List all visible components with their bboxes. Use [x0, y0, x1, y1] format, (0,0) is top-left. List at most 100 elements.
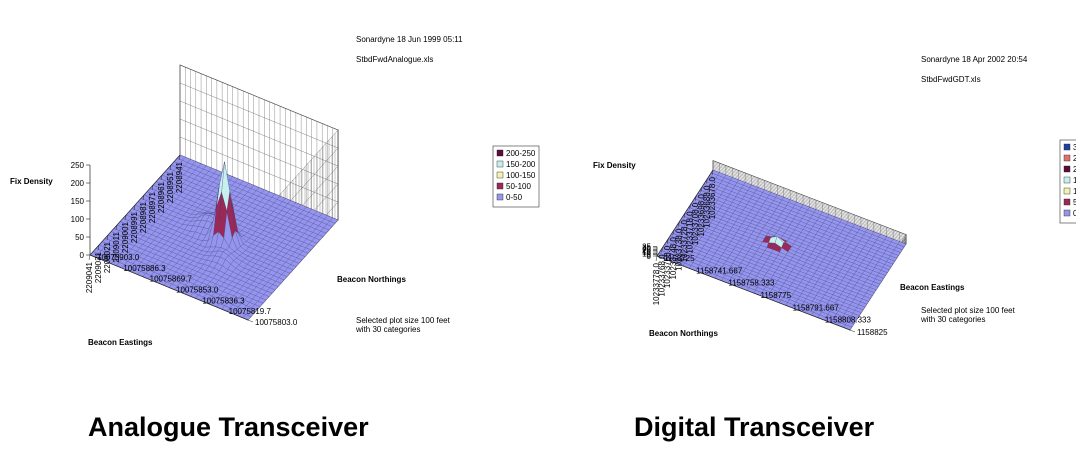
tick-mark — [142, 194, 145, 201]
legend-swatch — [496, 193, 504, 201]
left-edge-ticks: 10233778.010233768.010233758.010233748.0… — [652, 169, 717, 305]
tick-mark — [689, 204, 691, 210]
digital-caption: Digital Transceiver — [634, 412, 875, 442]
tick-mark — [124, 214, 127, 221]
z-tick-label: 35 — [642, 243, 651, 252]
edge-tick-label: 2208951 — [166, 171, 175, 203]
legend-label: 25 — [1073, 154, 1076, 163]
chart-legend: 30 25 20 15 10 5-1 0-5 — [1059, 139, 1076, 224]
edge-tick-label: 1158825 — [857, 328, 888, 337]
z-tick-label: 30 — [642, 244, 651, 253]
edge-tick-label: 1158775 — [761, 291, 792, 300]
left-axis-title: Beacon Northings — [649, 329, 718, 338]
surface-mesh — [656, 169, 907, 331]
edge-tick-label: 2208971 — [148, 191, 157, 223]
legend-label: 100-150 — [506, 171, 536, 180]
left-axis-title: Beacon Eastings — [88, 338, 153, 347]
tick-mark — [133, 204, 136, 211]
edge-tick-label: 10233738.0 — [674, 228, 683, 271]
edge-tick-label: 2209021 — [103, 241, 112, 273]
legend-label: 200-250 — [506, 149, 536, 158]
surface-mesh — [89, 154, 339, 321]
edge-tick-label: 2209041 — [85, 261, 94, 293]
legend-label: 30 — [1073, 143, 1076, 152]
tick-mark — [700, 187, 703, 193]
left-edge-ticks: 2209041 2209031 2209021 2209011 2209001 22089… — [85, 154, 184, 293]
legend-swatch — [496, 149, 504, 157]
edge-tick-label: 2209031 — [94, 251, 103, 283]
tick-mark — [247, 319, 254, 323]
tick-mark — [169, 164, 172, 171]
tick-mark — [142, 276, 148, 279]
legend-swatch — [1063, 154, 1071, 162]
legend-label: 15 — [1073, 176, 1076, 185]
edge-tick-label: 2208961 — [157, 181, 166, 213]
tick-mark — [661, 247, 663, 253]
edge-tick-label: 10233758.0 — [663, 245, 672, 288]
tick-mark — [656, 255, 663, 259]
legend-swatch — [1063, 187, 1071, 195]
legend-swatch — [496, 171, 504, 179]
edge-tick-label: 10075819.7 — [229, 307, 272, 316]
edge-tick-label: 10075853.0 — [176, 286, 219, 295]
legend-label: 10 — [1073, 187, 1076, 196]
analogue-chart-panel: 0 50 100 150 200 250 10075803.0 10075819.7 10075… — [0, 0, 540, 400]
tick-mark — [97, 244, 100, 251]
edge-tick-label: 10233778.0 — [652, 262, 661, 305]
legend-swatch — [1063, 176, 1071, 184]
tick-mark — [89, 254, 96, 258]
edge-tick-label: 10075886.3 — [123, 264, 166, 273]
edge-tick-label: 2209011 — [112, 231, 121, 262]
chart-file-name: StbdFwdAnalogue.xls — [356, 55, 433, 64]
legend-swatch — [496, 160, 504, 168]
edge-tick-label: 10233748.0 — [669, 237, 678, 280]
tick-mark — [706, 178, 708, 184]
z-axis-title: Fix Density — [593, 161, 636, 170]
edge-tick-label: 10233728.0 — [680, 219, 689, 262]
right-axis-title: Beacon Northings — [337, 275, 406, 284]
z-tick-label: 20 — [642, 247, 651, 256]
edge-tick-label: 10233768.0 — [658, 254, 667, 297]
chart-footnote-line: Selected plot size 100 feet — [356, 316, 451, 325]
tick-mark — [116, 265, 122, 269]
chart-footnote-line: Selected plot size 100 feet — [921, 306, 1016, 315]
z-tick-label: 150 — [71, 197, 85, 206]
z-tick-label: 200 — [71, 179, 85, 188]
tick-mark — [666, 238, 669, 244]
surface-chart: 05010015020025010075803.010075819.710075… — [10, 35, 540, 347]
chart-footnote-line: with 30 categories — [920, 315, 985, 324]
tick-mark — [678, 221, 680, 227]
edge-tick-label: 1158725 — [664, 254, 695, 263]
edge-tick-label: 2208991 — [130, 211, 139, 243]
legend-label: 150-200 — [506, 160, 536, 169]
edge-tick-label: 10233688.0 — [702, 185, 711, 228]
z-tick-label: 0 — [647, 252, 652, 261]
edge-tick-label: 1158808.333 — [825, 316, 872, 325]
legend-swatch — [1063, 209, 1071, 217]
digital-chart-panel: 0 5 10 15 20 25 30 35 1158825 1158808.333 1158791.… — [540, 0, 1076, 400]
z-tick-label: 100 — [71, 215, 85, 224]
tick-mark — [785, 305, 791, 308]
z-axis-title: Fix Density — [10, 177, 53, 186]
tick-mark — [672, 230, 675, 236]
tick-mark — [694, 195, 697, 201]
tick-mark — [88, 254, 91, 261]
legend-swatch — [1063, 165, 1071, 173]
z-tick-label: 5 — [647, 251, 652, 260]
chart-header-line: Sonardyne 18 Jun 1999 05:11 — [356, 35, 463, 44]
legend-label: 5-1 — [1073, 198, 1076, 207]
edge-tick-label: 10075803.0 — [255, 318, 298, 327]
edge-tick-label: 10075836.3 — [202, 296, 245, 305]
tick-mark — [655, 255, 658, 262]
edge-tick-label: 10075903.0 — [97, 253, 140, 262]
edge-tick-label: 10233718.0 — [686, 211, 695, 254]
chart-file-name: StbdFwdGDT.xls — [921, 75, 981, 84]
analogue-caption: Analogue Transceiver — [88, 412, 369, 442]
right-edge-ticks: 10075803.0 10075819.7 10075836.310075853.0… — [89, 253, 298, 327]
tick-mark — [683, 212, 686, 219]
chart-header-line: Sonardyne 18 Apr 2002 20:54 — [921, 55, 1028, 64]
tick-mark — [817, 317, 823, 320]
tick-mark — [160, 174, 163, 181]
